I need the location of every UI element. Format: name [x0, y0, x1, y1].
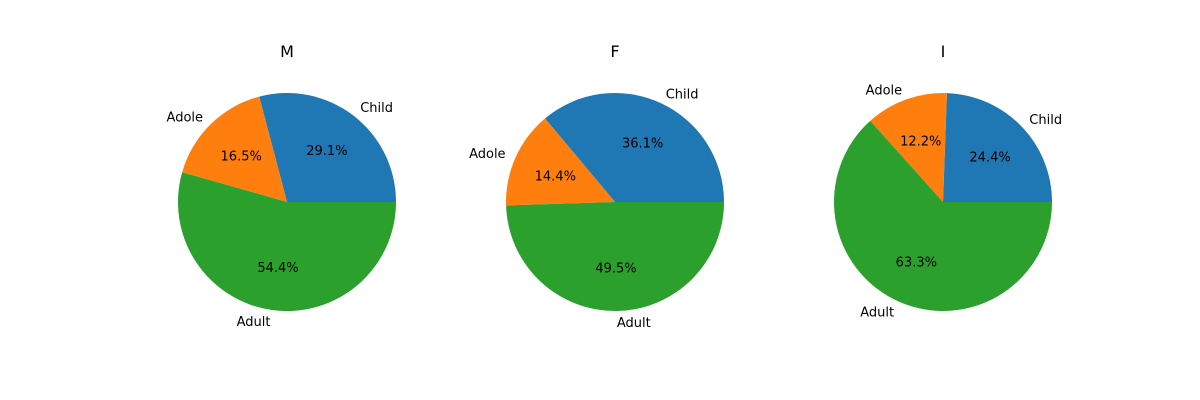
pie-slice-adult — [834, 120, 1052, 311]
percent-label: 36.1% — [622, 137, 663, 152]
pie-slice-child — [544, 93, 724, 202]
percent-label: 12.2% — [900, 135, 941, 150]
pie-chart-f: F 36.1% Child 14.4% Adole 49.5% Adult — [469, 42, 724, 331]
pie-slice-adult — [177, 172, 396, 312]
percent-label: 24.4% — [969, 151, 1010, 166]
pie-chart-m: M 29.1% Child 16.5% Adole 54.4% Adult — [167, 42, 396, 330]
pie-title: I — [941, 42, 946, 61]
pie-slice-adole — [505, 118, 615, 206]
pie-title: F — [610, 42, 619, 61]
category-label: Adole — [469, 147, 505, 162]
pie-slice-adole — [870, 93, 947, 202]
pie-slice-adult — [506, 202, 724, 311]
category-label: Adult — [860, 305, 894, 320]
pie-slice-child — [259, 92, 396, 202]
category-label: Adult — [617, 316, 651, 331]
category-label: Adult — [237, 315, 271, 330]
category-label: Child — [360, 101, 393, 116]
category-label: Child — [666, 87, 699, 102]
pie-slice-child — [943, 93, 1052, 202]
percent-label: 14.4% — [535, 169, 576, 184]
category-label: Adole — [866, 83, 902, 98]
category-label: Child — [1029, 113, 1062, 128]
pie-title: M — [280, 42, 294, 61]
percent-label: 49.5% — [595, 261, 636, 276]
percent-label: 63.3% — [896, 256, 937, 271]
percent-label: 16.5% — [221, 149, 262, 164]
percent-label: 29.1% — [306, 144, 347, 159]
pie-chart-i: I 24.4% Child 12.2% Adole 63.3% Adult — [834, 42, 1062, 320]
percent-label: 54.4% — [257, 261, 298, 276]
category-label: Adole — [167, 110, 203, 125]
pie-slice-adole — [182, 96, 287, 202]
